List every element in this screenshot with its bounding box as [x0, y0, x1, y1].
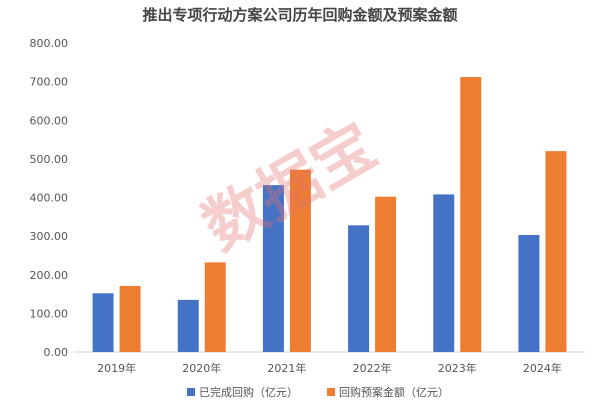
x-tick-label: 2022年 [353, 361, 392, 375]
bar-planned-4 [460, 76, 482, 353]
chart-title: 推出专项行动方案公司历年回购金额及预案金额 [142, 6, 457, 24]
x-axis-ticks: 2019年 2020年 2021年 2022年 2023年 2024年 [97, 361, 562, 375]
y-tick-label: 300.00 [30, 230, 69, 243]
y-tick-label: 0.00 [44, 346, 69, 359]
y-tick-label: 400.00 [30, 192, 69, 205]
legend-label-1: 回购预案金额（亿元） [339, 385, 449, 399]
y-tick-label: 500.00 [30, 153, 69, 166]
legend-label-0: 已完成回购（亿元） [199, 385, 298, 399]
y-tick-label: 700.00 [30, 76, 69, 89]
bar-completed-4 [433, 194, 455, 352]
bar-planned-2 [289, 169, 311, 352]
legend-swatch-0 [187, 388, 195, 396]
x-tick-label: 2020年 [182, 361, 221, 375]
x-tick-label: 2024年 [523, 361, 562, 375]
bar-completed-2 [262, 185, 284, 352]
bar-completed-3 [348, 225, 370, 352]
y-tick-label: 600.00 [30, 114, 69, 127]
bar-planned-5 [545, 151, 567, 352]
x-tick-label: 2023年 [438, 361, 477, 375]
bar-planned-0 [119, 285, 141, 352]
x-tick-label: 2019年 [97, 361, 136, 375]
bar-completed-0 [92, 293, 114, 352]
bars-group [92, 76, 567, 353]
bar-planned-3 [375, 196, 397, 352]
legend-swatch-1 [327, 388, 335, 396]
y-axis-ticks: 0.00 100.00 200.00 300.00 400.00 500.00 600.00… [30, 37, 69, 359]
x-tick-label: 2021年 [267, 361, 306, 375]
bar-planned-1 [204, 262, 226, 352]
y-tick-label: 200.00 [30, 269, 69, 282]
y-tick-label: 800.00 [30, 37, 69, 50]
bar-completed-5 [518, 234, 540, 352]
legend: 已完成回购（亿元） 回购预案金额（亿元） [187, 385, 449, 399]
bar-completed-1 [177, 299, 199, 352]
y-tick-label: 100.00 [30, 307, 69, 320]
